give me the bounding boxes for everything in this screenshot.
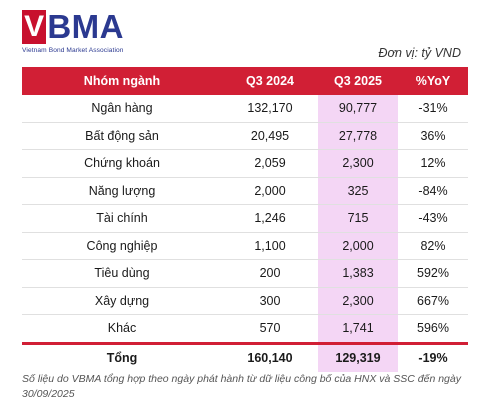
bond-issuance-table: Nhóm ngành Q3 2024 Q3 2025 %YoY Ngân hàn… xyxy=(22,67,468,372)
total-yoy: -19% xyxy=(418,351,448,365)
table-row: Ngân hàng 132,170 90,777 -31% xyxy=(22,95,468,123)
header-q3-2024: Q3 2024 xyxy=(222,67,318,95)
logo-wordmark: BMA xyxy=(47,8,124,45)
cell-q3-2024: 132,170 xyxy=(222,95,318,123)
cell-q3-2024: 200 xyxy=(222,259,318,288)
logo-subtitle: Vietnam Bond Market Association xyxy=(22,47,124,54)
cell-q3-2025: 325 xyxy=(318,177,398,205)
header-q3-2025: Q3 2025 xyxy=(318,67,398,95)
cell-q3-2024: 570 xyxy=(259,321,281,336)
cell-sector: Ngân hàng xyxy=(22,95,222,123)
table-row: Công nghiệp 1,100 2,000 82% xyxy=(22,232,468,260)
total-row: Tổng 160,140 129,319 -19% xyxy=(22,344,468,372)
cell-q3-2025: 1,383 xyxy=(318,259,398,288)
cell-sector: Xây dựng xyxy=(22,287,222,315)
header-sector: Nhóm ngành xyxy=(22,67,222,95)
cell-q3-2025: 27,778 xyxy=(318,122,398,150)
cell-sector: Công nghiệp xyxy=(22,232,222,260)
cell-q3-2024: 1,246 xyxy=(222,204,318,233)
total-q3-2025: 129,319 xyxy=(318,344,398,372)
cell-q3-2024: 2,059 xyxy=(222,149,318,178)
cell-q3-2025: 2,000 xyxy=(318,232,398,260)
cell-yoy: 12% xyxy=(398,149,468,178)
total-q3-2024: 160,140 xyxy=(247,351,293,365)
cell-q3-2024: 20,495 xyxy=(222,122,318,150)
total-separator xyxy=(22,341,468,345)
table-row: Tiêu dùng 200 1,383 592% xyxy=(22,259,468,288)
cell-sector: Bất động sản xyxy=(22,122,222,150)
source-note: Số liệu do VBMA tổng hợp theo ngày phát … xyxy=(22,373,461,400)
cell-q3-2025: 2,300 xyxy=(318,149,398,178)
cell-yoy: 592% xyxy=(398,259,468,288)
table-row: Bất động sản 20,495 27,778 36% xyxy=(22,122,468,150)
cell-sector: Tài chính xyxy=(22,204,222,233)
cell-yoy: 596% xyxy=(417,321,449,336)
cell-q3-2025: 1,741 xyxy=(318,314,398,342)
cell-q3-2024: 300 xyxy=(222,287,318,315)
table-row: Năng lượng 2,000 325 -84% xyxy=(22,177,468,205)
table-row: Tài chính 1,246 715 -43% xyxy=(22,204,468,233)
vbma-logo: V BMA Vietnam Bond Market Association xyxy=(22,8,124,54)
cell-sector: Khác xyxy=(107,321,137,336)
cell-q3-2024: 2,000 xyxy=(222,177,318,205)
table-header-row: Nhóm ngành Q3 2024 Q3 2025 %YoY xyxy=(22,67,468,95)
header-yoy: %YoY xyxy=(398,67,468,95)
cell-yoy: -43% xyxy=(398,204,468,233)
table-row: Khác 570 1,741 596% xyxy=(22,314,468,342)
total-label: Tổng xyxy=(106,351,138,365)
cell-sector: Chứng khoán xyxy=(22,149,222,178)
cell-sector: Tiêu dùng xyxy=(22,259,222,288)
cell-sector: Năng lượng xyxy=(22,177,222,205)
cell-yoy: 36% xyxy=(398,122,468,150)
table-row: Xây dựng 300 2,300 667% xyxy=(22,287,468,315)
cell-yoy: 667% xyxy=(398,287,468,315)
logo-v-mark: V xyxy=(22,10,47,44)
cell-q3-2025: 715 xyxy=(318,204,398,233)
cell-q3-2025: 2,300 xyxy=(318,287,398,315)
cell-yoy: -31% xyxy=(398,95,468,123)
cell-yoy: 82% xyxy=(398,232,468,260)
cell-q3-2025: 90,777 xyxy=(318,95,398,123)
table-row: Chứng khoán 2,059 2,300 12% xyxy=(22,149,468,178)
cell-q3-2024: 1,100 xyxy=(222,232,318,260)
unit-label: Đơn vị: tỷ VND xyxy=(378,46,461,60)
cell-yoy: -84% xyxy=(398,177,468,205)
